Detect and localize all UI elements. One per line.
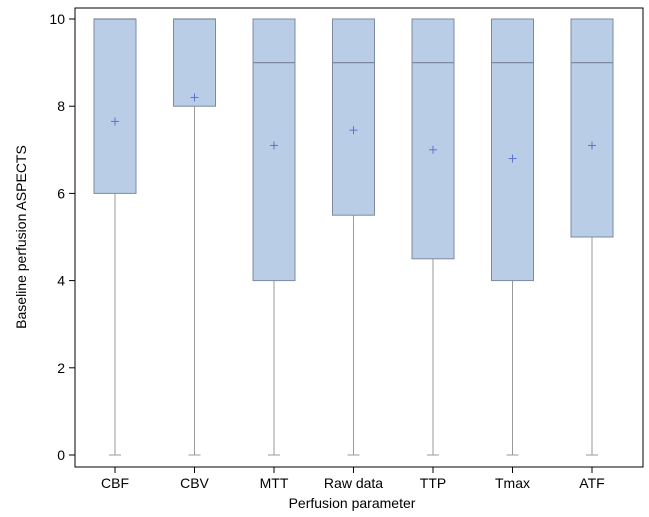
iqr-box	[570, 18, 614, 238]
y-axis-title: Baseline perfusion ASPECTS	[13, 145, 29, 329]
mean-marker	[111, 117, 119, 126]
mean-marker	[588, 141, 596, 150]
mean-marker	[270, 141, 278, 150]
y-tick-label: 2	[57, 360, 65, 376]
mean-marker	[190, 93, 199, 102]
x-tick-label: Tmax	[495, 475, 530, 491]
x-axis-title: Perfusion parameter	[289, 495, 416, 511]
x-tick-label: CBF	[101, 475, 129, 491]
iqr-box	[173, 18, 216, 107]
box-cbv	[173, 18, 216, 456]
x-tick-label: TTP	[420, 475, 446, 491]
y-axis: 0 2 4 6 8 10	[49, 11, 75, 463]
mean-marker	[508, 154, 517, 163]
boxes-group	[93, 18, 614, 456]
box-cbf	[93, 18, 137, 456]
x-tick-label: MTT	[260, 475, 289, 491]
box-ttp	[411, 18, 455, 456]
x-tick-label: ATF	[579, 475, 604, 491]
box-raw-data	[332, 18, 375, 456]
plot-frame	[74, 7, 644, 468]
iqr-box	[332, 18, 375, 216]
mean-marker	[429, 145, 437, 154]
box-mtt	[252, 18, 296, 456]
mean-marker	[349, 126, 358, 135]
iqr-box	[491, 18, 534, 282]
y-tick-label: 8	[57, 98, 65, 114]
box-atf	[570, 18, 614, 456]
box-tmax	[491, 18, 534, 456]
y-tick-label: 6	[57, 185, 65, 201]
y-tick-label: 0	[57, 447, 65, 463]
y-tick-label: 4	[57, 273, 65, 289]
x-tick-label: CBV	[180, 475, 209, 491]
iqr-box	[411, 18, 455, 260]
x-tick-label: Raw data	[324, 475, 383, 491]
iqr-box	[93, 18, 137, 194]
x-axis: CBF CBV MTT Raw data TTP Tmax ATF	[101, 467, 605, 491]
iqr-box	[252, 18, 296, 282]
y-tick-label: 10	[49, 11, 65, 27]
